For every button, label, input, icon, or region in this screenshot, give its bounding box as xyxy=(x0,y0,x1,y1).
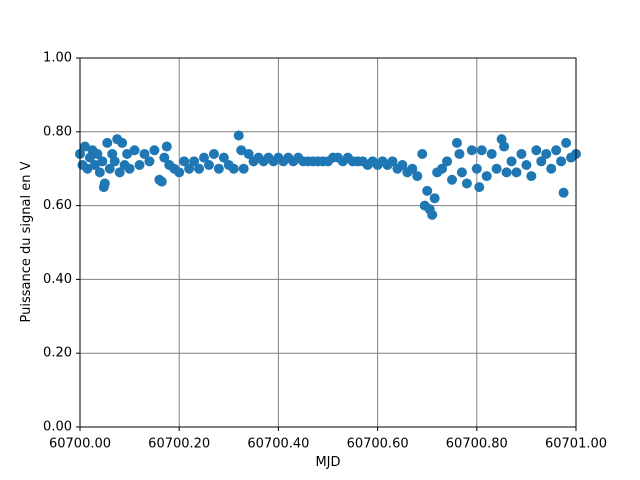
point xyxy=(243,148,254,159)
point xyxy=(159,152,170,163)
point xyxy=(199,152,209,163)
x-axis-label: MJD xyxy=(315,455,340,470)
point xyxy=(506,156,517,167)
point xyxy=(122,148,133,159)
y-tick-label: 1.00 xyxy=(43,51,72,66)
y-tick-label: 0.20 xyxy=(43,346,72,361)
point xyxy=(451,137,462,148)
point xyxy=(499,141,510,152)
point xyxy=(397,160,408,171)
point xyxy=(236,145,247,156)
point xyxy=(491,163,502,174)
point xyxy=(94,167,105,178)
point xyxy=(184,163,195,174)
point xyxy=(526,171,537,182)
point xyxy=(466,145,477,156)
point xyxy=(79,141,90,152)
plot-frame xyxy=(79,57,577,428)
y-tick-label: 0.80 xyxy=(43,124,72,139)
x-tick-label: 60700.40 xyxy=(247,437,309,452)
point xyxy=(454,148,465,159)
point xyxy=(437,163,448,174)
point xyxy=(82,163,93,174)
point xyxy=(456,167,467,178)
x-tick-label: 60700.60 xyxy=(347,437,409,452)
y-tick-label: 0.60 xyxy=(43,198,72,213)
point xyxy=(474,182,485,193)
point xyxy=(422,185,433,196)
point xyxy=(194,163,205,174)
point xyxy=(447,174,457,185)
point xyxy=(461,178,472,189)
point xyxy=(516,148,527,159)
point xyxy=(417,148,428,159)
point xyxy=(144,156,155,167)
y-tick-label: 0.40 xyxy=(43,272,72,287)
point xyxy=(238,163,249,174)
point xyxy=(208,148,219,159)
point xyxy=(558,187,569,198)
point xyxy=(387,156,398,167)
x-tick-label: 60700.20 xyxy=(148,437,210,452)
point xyxy=(156,176,167,187)
point xyxy=(104,163,115,174)
point xyxy=(102,137,113,148)
point xyxy=(203,160,214,171)
point xyxy=(541,148,552,159)
point xyxy=(476,145,487,156)
point xyxy=(427,209,438,220)
point xyxy=(179,156,190,167)
point xyxy=(189,156,200,167)
point xyxy=(97,156,108,167)
point xyxy=(531,145,542,156)
point xyxy=(99,178,110,189)
point xyxy=(228,163,239,174)
point xyxy=(556,156,567,167)
point xyxy=(471,163,482,174)
point xyxy=(429,193,440,204)
point xyxy=(546,163,557,174)
x-tick-label: 60701.00 xyxy=(545,437,607,452)
point xyxy=(129,145,140,156)
point xyxy=(114,167,125,178)
point xyxy=(407,163,418,174)
point xyxy=(92,148,103,159)
point xyxy=(117,137,128,148)
point xyxy=(213,163,224,174)
point xyxy=(501,167,512,178)
point xyxy=(521,160,532,171)
point xyxy=(561,137,572,148)
x-tick-label: 60700.00 xyxy=(49,437,111,452)
point xyxy=(486,148,497,159)
point xyxy=(218,152,229,163)
y-tick-label: 0.00 xyxy=(43,420,72,435)
point xyxy=(124,163,135,174)
point xyxy=(442,156,453,167)
point xyxy=(412,171,423,182)
x-tick-label: 60700.80 xyxy=(446,437,508,452)
point xyxy=(134,160,145,171)
point xyxy=(139,148,150,159)
point xyxy=(536,156,547,167)
y-axis-label: Puissance du signal en V xyxy=(19,161,34,322)
point xyxy=(174,167,185,178)
point xyxy=(109,156,120,167)
point xyxy=(89,160,100,171)
point xyxy=(551,145,562,156)
point xyxy=(161,141,172,152)
point xyxy=(511,167,522,178)
point xyxy=(149,145,160,156)
point xyxy=(481,171,492,182)
point xyxy=(233,130,244,141)
